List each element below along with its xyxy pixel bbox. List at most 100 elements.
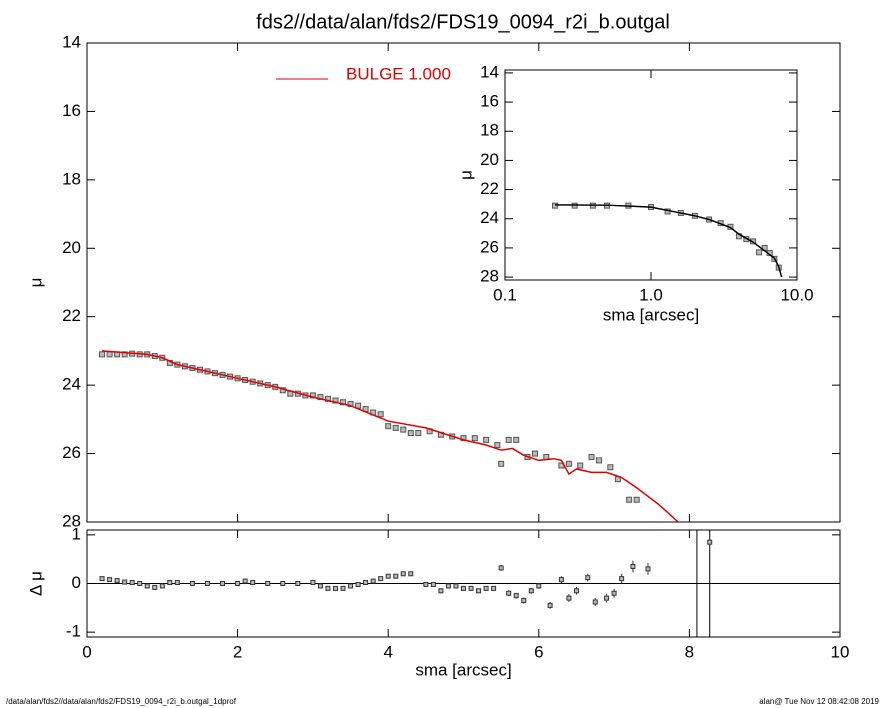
data-point <box>377 411 384 418</box>
plot-frame <box>504 69 798 281</box>
data-point <box>630 563 636 569</box>
data-point <box>491 585 497 591</box>
data-point <box>604 595 610 601</box>
data-point <box>114 578 120 584</box>
footer-left: /data/alan/fds2//data/alan/fds2/FDS19_00… <box>6 697 237 706</box>
data-point <box>756 249 763 256</box>
data-point <box>471 435 478 442</box>
y-tick-label: 1 <box>72 524 81 543</box>
data-point <box>152 584 158 590</box>
y-axis-label: μ <box>456 170 475 180</box>
data-point <box>566 595 572 601</box>
data-point <box>235 581 241 586</box>
data-point <box>707 539 713 545</box>
data-point <box>633 496 640 503</box>
data-point <box>385 573 391 579</box>
data-point <box>547 602 553 608</box>
data-point <box>242 578 248 584</box>
data-point <box>407 430 414 437</box>
data-point <box>453 583 459 589</box>
data-point <box>400 571 406 577</box>
data-point <box>122 579 128 585</box>
data-point <box>558 577 564 583</box>
data-point <box>513 593 519 599</box>
data-point <box>355 581 361 587</box>
data-point <box>385 423 392 430</box>
data-point <box>400 426 407 433</box>
data-point <box>619 576 625 582</box>
data-point <box>106 351 113 358</box>
data-point <box>445 583 451 589</box>
y-tick-label: 14 <box>62 32 81 51</box>
y-tick-label: 22 <box>62 306 81 325</box>
data-point <box>611 590 617 596</box>
data-point <box>220 581 226 586</box>
data-point <box>99 576 105 582</box>
data-point <box>585 575 591 581</box>
data-point <box>348 583 354 589</box>
data-point <box>573 588 579 594</box>
data-point <box>607 464 614 471</box>
x-tick-label: 4 <box>383 642 392 661</box>
data-point <box>159 583 165 589</box>
x-tick-label: 6 <box>534 642 543 661</box>
y-axis-label: Δ μ <box>26 571 45 596</box>
data-point <box>204 581 210 586</box>
data-point <box>408 571 414 577</box>
footer-right: alan@ Tue Nov 12 08:42:08 2019 <box>759 697 879 706</box>
data-point <box>167 580 173 586</box>
data-point <box>309 392 316 399</box>
y-tick-label: 16 <box>480 92 499 111</box>
data-point <box>295 581 301 586</box>
y-tick-label: 26 <box>480 237 499 256</box>
x-tick-label: 10 <box>831 642 850 661</box>
y-tick-label: 26 <box>62 443 81 462</box>
y-axis-label: μ <box>26 278 45 288</box>
data-point <box>392 424 399 431</box>
data-point <box>498 460 505 467</box>
data-point <box>592 599 598 605</box>
data-point <box>325 585 331 591</box>
x-tick-label: 1.0 <box>639 285 663 304</box>
x-tick-label: 10.0 <box>780 285 813 304</box>
y-tick-label: 28 <box>480 267 499 286</box>
data-point <box>137 581 143 586</box>
data-point <box>588 453 595 460</box>
y-tick-label: 20 <box>62 238 81 257</box>
y-tick-label: -1 <box>66 622 81 641</box>
data-point <box>460 435 467 442</box>
data-point <box>340 399 347 406</box>
data-point <box>99 351 106 358</box>
data-point <box>430 581 436 587</box>
y-tick-label: 20 <box>480 150 499 169</box>
model-line <box>102 350 679 523</box>
data-point <box>494 442 501 449</box>
data-point <box>280 581 286 586</box>
data-point <box>250 580 256 586</box>
data-point <box>483 585 489 591</box>
x-tick-label: 8 <box>685 642 694 661</box>
data-point <box>121 351 128 358</box>
data-point <box>129 580 135 586</box>
model-line <box>554 204 783 278</box>
data-point <box>189 581 195 586</box>
data-point <box>363 580 369 586</box>
data-point <box>565 460 572 467</box>
data-point <box>461 585 466 591</box>
x-tick-label: 0.1 <box>493 285 517 304</box>
data-point <box>332 397 339 404</box>
data-point <box>317 394 324 401</box>
y-tick-label: 0 <box>72 573 81 592</box>
data-point <box>340 585 346 591</box>
y-tick-label: 22 <box>480 179 499 198</box>
data-point <box>415 430 422 437</box>
y-tick-label: 28 <box>62 511 81 530</box>
chart-title: fds2//data/alan/fds2/FDS19_0094_r2i_b.ou… <box>256 11 670 33</box>
data-point <box>332 585 338 591</box>
data-point <box>528 588 534 594</box>
plot-frame <box>86 42 841 523</box>
data-point <box>483 436 490 443</box>
data-point <box>498 565 504 571</box>
data-point <box>476 588 482 594</box>
